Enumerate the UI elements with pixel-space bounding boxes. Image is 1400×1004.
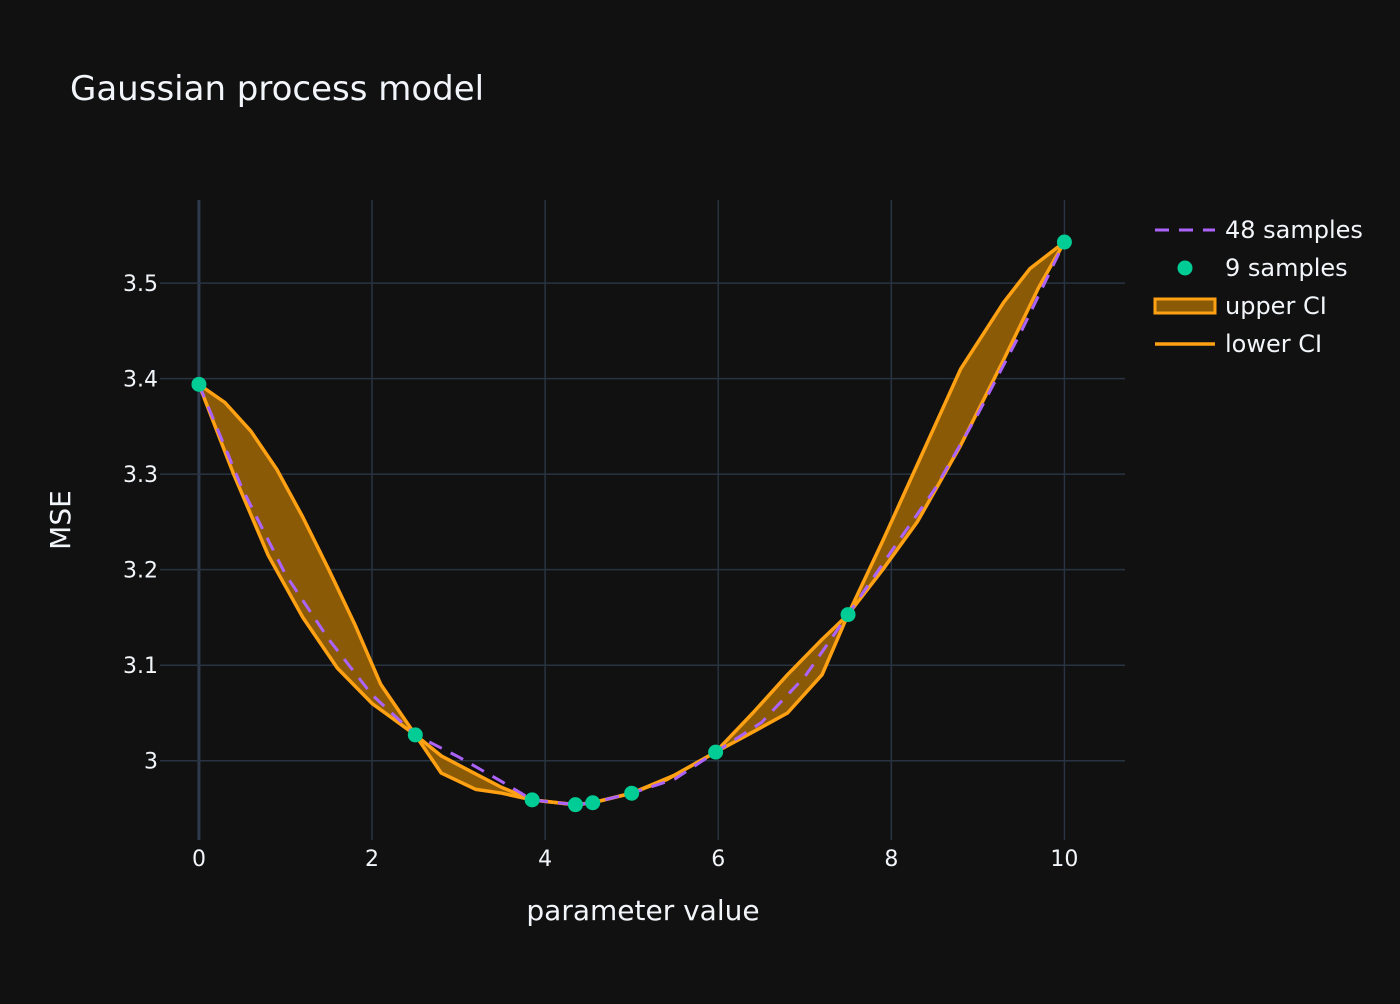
y-tick-label: 3.2: [123, 559, 158, 584]
sample-point: [1056, 234, 1072, 250]
sample-point: [708, 744, 724, 760]
legend-label: 48 samples: [1225, 216, 1363, 244]
y-tick-label: 3: [144, 750, 158, 775]
sample-point: [407, 727, 423, 743]
y-tick-label: 3.1: [123, 654, 158, 679]
mean-dashed-line: [197, 241, 1066, 807]
y-tick-label: 3.5: [123, 272, 158, 297]
x-tick-label: 0: [192, 847, 206, 872]
sample-point: [567, 797, 583, 813]
legend-swatch-fill: [1153, 297, 1217, 315]
x-tick-label: 2: [365, 847, 379, 872]
y-tick-label: 3.4: [123, 368, 158, 393]
y-axis-label: MSE: [44, 490, 77, 550]
tick-label-layer: 0 2 4 6 8 10 3 3.1 3.2 3.3 3.4 3.5: [123, 272, 1078, 872]
chart-title: Gaussian process model: [70, 69, 484, 109]
x-tick-label: 10: [1050, 847, 1078, 872]
sample-point: [585, 795, 601, 811]
x-axis-label: parameter value: [526, 894, 759, 927]
legend-label: 9 samples: [1225, 254, 1348, 282]
x-tick-label: 6: [711, 847, 725, 872]
marker-layer: [191, 234, 1072, 813]
x-tick-label: 8: [884, 847, 898, 872]
sample-point: [624, 785, 640, 801]
sample-point: [524, 792, 540, 808]
legend-swatch-marker: [1177, 260, 1193, 276]
y-tick-label: 3.3: [123, 463, 158, 488]
legend-label: upper CI: [1225, 292, 1327, 320]
legend[interactable]: 48 samples 9 samples upper CI lower CI: [1153, 216, 1363, 358]
sample-point: [191, 376, 207, 392]
sample-point: [840, 607, 856, 623]
x-tick-label: 4: [538, 847, 552, 872]
line-layer: [197, 240, 1066, 807]
legend-label: lower CI: [1225, 330, 1322, 358]
